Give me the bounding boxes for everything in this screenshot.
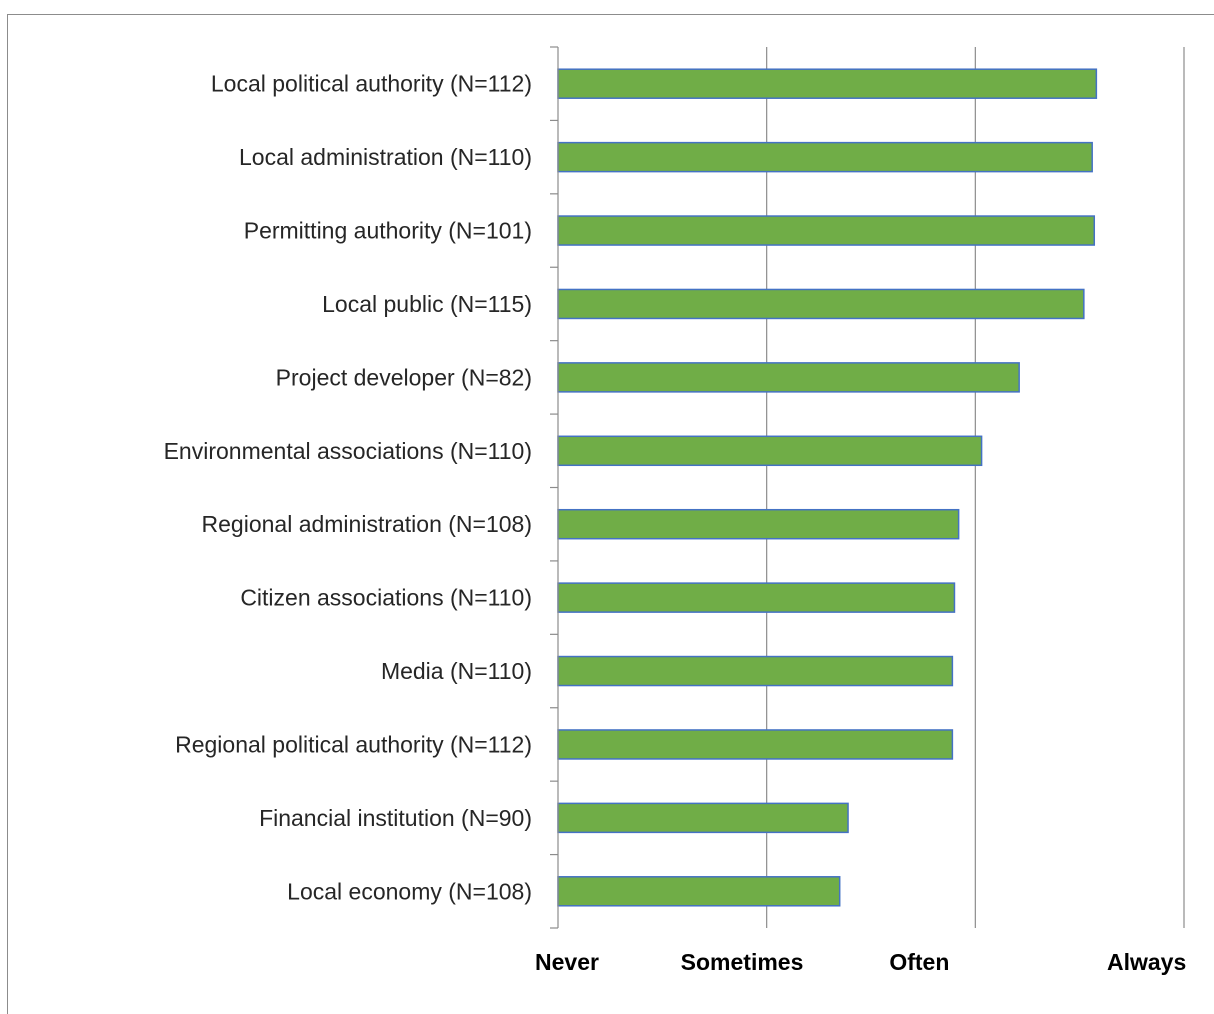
category-label-8: Media (N=110) bbox=[381, 658, 532, 684]
bar-10 bbox=[557, 802, 849, 834]
category-label-2: Permitting authority (N=101) bbox=[244, 218, 532, 244]
chart-frame: Local political authority (N=112) Local a… bbox=[7, 14, 1214, 1014]
bar-chart: Local political authority (N=112) Local a… bbox=[164, 46, 1186, 975]
bar-4 bbox=[557, 362, 1020, 393]
bar-5 bbox=[557, 435, 983, 467]
bar-8 bbox=[557, 655, 954, 687]
x-tick-label-often: Often bbox=[889, 949, 949, 975]
category-label-5: Environmental associations (N=110) bbox=[164, 438, 532, 464]
bar-1 bbox=[557, 141, 1093, 173]
category-labels: Local political authority (N=112) Local a… bbox=[164, 71, 532, 905]
category-label-4: Project developer (N=82) bbox=[276, 364, 532, 390]
bar-11 bbox=[557, 876, 841, 907]
category-label-6: Regional administration (N=108) bbox=[202, 511, 532, 537]
category-label-9: Regional political authority (N=112) bbox=[175, 731, 532, 757]
category-label-10: Financial institution (N=90) bbox=[259, 805, 532, 831]
x-tick-label-sometimes: Sometimes bbox=[681, 949, 804, 975]
x-tick-labels: Never Sometimes Often Always bbox=[535, 949, 1186, 975]
bar-3 bbox=[557, 288, 1085, 320]
bar-9 bbox=[557, 729, 954, 760]
category-axis bbox=[550, 46, 559, 929]
category-label-3: Local public (N=115) bbox=[322, 291, 532, 317]
bars bbox=[557, 68, 1098, 907]
x-tick-label-never: Never bbox=[535, 949, 599, 975]
category-label-1: Local administration (N=110) bbox=[239, 144, 532, 170]
gridlines bbox=[766, 47, 1185, 928]
category-label-0: Local political authority (N=112) bbox=[211, 71, 532, 97]
bar-7 bbox=[557, 582, 956, 613]
bar-6 bbox=[557, 508, 960, 540]
x-tick-label-always: Always bbox=[1107, 949, 1186, 975]
bar-2 bbox=[557, 215, 1096, 246]
category-label-11: Local economy (N=108) bbox=[287, 878, 532, 904]
bar-0 bbox=[557, 68, 1098, 99]
category-label-7: Citizen associations (N=110) bbox=[240, 585, 532, 611]
